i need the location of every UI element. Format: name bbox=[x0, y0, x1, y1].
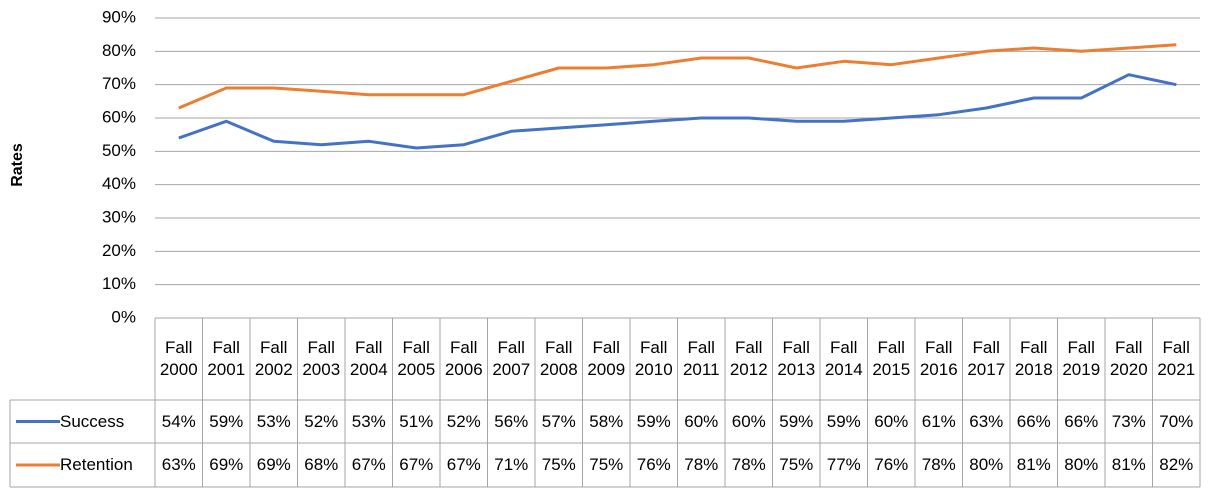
y-tick-label: 60% bbox=[102, 107, 136, 126]
line-series bbox=[178, 43, 1177, 110]
data-label: 75% bbox=[589, 455, 624, 474]
data-label: 78% bbox=[684, 455, 719, 474]
y-axis-title: Rates bbox=[9, 143, 26, 187]
data-label: 68% bbox=[304, 455, 339, 474]
x-tick-label: Fall 2013 bbox=[777, 338, 816, 379]
data-label: 56% bbox=[494, 411, 529, 431]
x-tick-label: Fall 2015 bbox=[872, 338, 911, 379]
x-tick-label: Fall 2002 bbox=[254, 338, 293, 379]
data-label: 52% bbox=[304, 411, 339, 431]
data-label: 51% bbox=[399, 411, 434, 431]
data-label: 81% bbox=[1111, 455, 1146, 474]
data-label: 69% bbox=[209, 455, 244, 474]
data-label: 63% bbox=[969, 411, 1004, 431]
data-label: 80% bbox=[1064, 455, 1099, 474]
data-label: 80% bbox=[969, 455, 1004, 474]
data-label: 67% bbox=[399, 455, 434, 474]
data-label: 57% bbox=[541, 411, 576, 431]
x-tick-label: Fall 2003 bbox=[302, 338, 341, 379]
y-tick-label: 50% bbox=[102, 141, 136, 160]
y-tick-label: 80% bbox=[102, 41, 136, 60]
line-series bbox=[178, 73, 1177, 150]
data-label: 59% bbox=[779, 411, 814, 431]
data-label: 67% bbox=[351, 455, 386, 474]
y-tick-label: 70% bbox=[102, 74, 136, 93]
data-label: 75% bbox=[779, 455, 814, 474]
data-label: 78% bbox=[921, 455, 956, 474]
data-label: 70% bbox=[1159, 411, 1194, 431]
x-tick-label: Fall 2008 bbox=[539, 338, 578, 379]
data-label: 60% bbox=[731, 411, 766, 431]
y-tick-label: 10% bbox=[102, 274, 136, 293]
data-label: 58% bbox=[589, 411, 624, 431]
data-label: 59% bbox=[826, 411, 861, 431]
data-label: 71% bbox=[494, 455, 529, 474]
data-label: 73% bbox=[1111, 411, 1146, 431]
data-label: 66% bbox=[1064, 411, 1099, 431]
x-tick-label: Fall 2010 bbox=[634, 338, 673, 379]
x-tick-label: Fall 2006 bbox=[444, 338, 483, 379]
y-tick-label: 20% bbox=[102, 241, 136, 260]
y-tick-label: 40% bbox=[102, 174, 136, 193]
data-label: 82% bbox=[1159, 455, 1194, 474]
y-tick-label: 30% bbox=[102, 207, 136, 226]
x-tick-label: Fall 2014 bbox=[824, 338, 863, 379]
data-label: 81% bbox=[1016, 455, 1051, 474]
x-tick-label: Fall 2004 bbox=[349, 338, 388, 379]
data-label: 76% bbox=[636, 455, 671, 474]
x-tick-label: Fall 2019 bbox=[1062, 338, 1101, 379]
data-label: 78% bbox=[731, 455, 766, 474]
y-tick-label: 0% bbox=[111, 307, 136, 326]
data-label: 69% bbox=[256, 455, 291, 474]
data-label: 53% bbox=[351, 411, 386, 431]
x-tick-label: Fall 2001 bbox=[207, 338, 246, 379]
legend-label: Retention bbox=[60, 455, 133, 474]
data-label: 67% bbox=[446, 455, 481, 474]
data-label: 61% bbox=[921, 411, 956, 431]
x-tick-label: Fall 2018 bbox=[1014, 338, 1053, 379]
x-tick-label: Fall 2009 bbox=[587, 338, 626, 379]
data-label: 75% bbox=[541, 455, 576, 474]
data-label: 77% bbox=[826, 455, 861, 474]
data-label: 63% bbox=[161, 455, 196, 474]
x-tick-label: Fall 2000 bbox=[159, 338, 198, 379]
data-label: 59% bbox=[636, 411, 671, 431]
x-tick-label: Fall 2021 bbox=[1157, 338, 1196, 379]
data-label: 76% bbox=[874, 455, 909, 474]
legend-label: Success bbox=[60, 411, 125, 431]
data-label: 52% bbox=[446, 411, 481, 431]
data-label: 60% bbox=[874, 411, 909, 431]
data-label: 54% bbox=[161, 411, 196, 431]
x-tick-label: Fall 2016 bbox=[919, 338, 958, 379]
x-tick-label: Fall 2007 bbox=[492, 338, 531, 379]
x-tick-label: Fall 2017 bbox=[967, 338, 1006, 379]
data-label: 66% bbox=[1016, 411, 1051, 431]
data-label: 53% bbox=[256, 411, 291, 431]
data-label: 60% bbox=[684, 411, 719, 431]
x-tick-label: Fall 2012 bbox=[729, 338, 768, 379]
x-tick-label: Fall 2011 bbox=[682, 338, 720, 379]
y-tick-label: 90% bbox=[102, 7, 136, 26]
data-label: 59% bbox=[209, 411, 244, 431]
x-tick-label: Fall 2005 bbox=[397, 338, 436, 379]
x-tick-label: Fall 2020 bbox=[1109, 338, 1148, 379]
